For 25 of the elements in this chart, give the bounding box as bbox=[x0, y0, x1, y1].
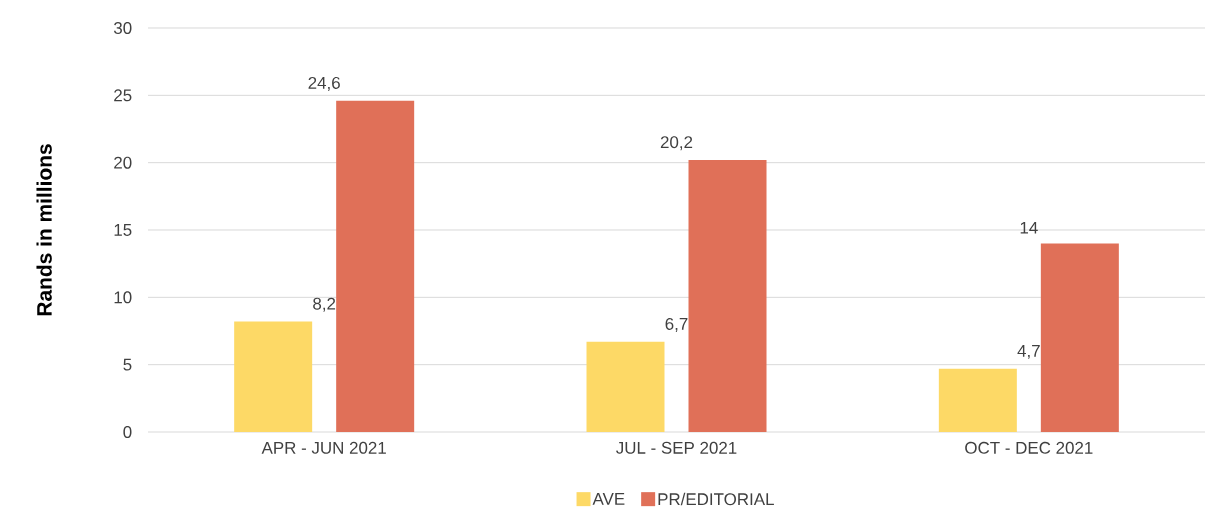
y-tick-label: 15 bbox=[114, 224, 132, 236]
x-tick-label: OCT - DEC 2021 bbox=[965, 441, 1093, 454]
bar bbox=[688, 159, 767, 432]
y-tick-label: 0 bbox=[123, 426, 132, 438]
legend-label: PR/EDITORIAL bbox=[658, 492, 774, 506]
y-tick-label: 30 bbox=[113, 22, 132, 34]
x-tick-label: JUL - SEP 2021 bbox=[616, 441, 737, 454]
y-tick-label: 20 bbox=[114, 156, 132, 169]
y-axis-title: Rands in millions bbox=[36, 144, 52, 316]
data-label: 4,7 bbox=[1017, 345, 1040, 359]
y-tick-label: 10 bbox=[114, 291, 132, 304]
data-label: 6,7 bbox=[665, 317, 688, 332]
legend-label: AVE bbox=[592, 493, 625, 505]
x-tick-label: APR - JUN 2021 bbox=[261, 441, 386, 454]
y-tick-label: 5 bbox=[123, 358, 132, 371]
data-label: 24,6 bbox=[308, 76, 340, 91]
data-label: 20,2 bbox=[660, 136, 693, 151]
bar bbox=[586, 341, 665, 432]
bar bbox=[938, 368, 1017, 432]
bar bbox=[234, 321, 313, 432]
bar bbox=[1040, 243, 1119, 432]
bar bbox=[336, 100, 415, 432]
data-label: 14 bbox=[1020, 221, 1038, 234]
y-tick-label: 25 bbox=[114, 89, 132, 102]
data-label: 8,2 bbox=[313, 297, 336, 312]
